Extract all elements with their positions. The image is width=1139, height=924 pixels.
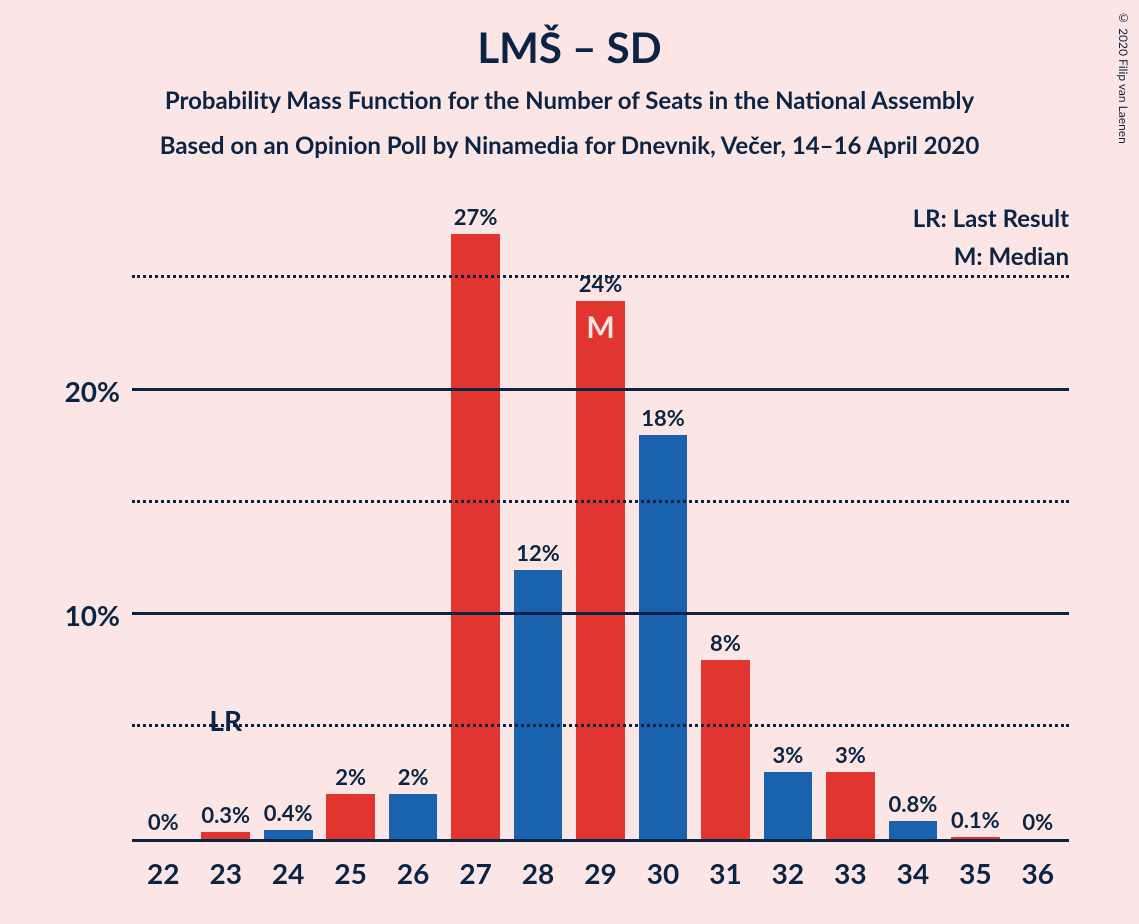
bar-value-label: 0%	[148, 808, 179, 835]
gridline-minor	[132, 275, 1069, 278]
bars-group: 0%LR0.3%0.4%2%2%27%12%24%M18%8%3%3%0.8%0…	[132, 200, 1069, 839]
bar-value-label: 24%	[579, 270, 623, 297]
bar-column: 24% M	[569, 200, 631, 839]
bar: 12%	[514, 570, 563, 839]
bar: 0.8%	[889, 821, 938, 839]
bar-value-label: 3%	[773, 741, 804, 768]
last-result-marker: LR	[209, 703, 242, 737]
bar-column: 18%	[632, 200, 694, 839]
x-axis-label: 28	[507, 846, 569, 896]
bar-column: 0.1%	[944, 200, 1006, 839]
x-axis-label: 26	[382, 846, 444, 896]
x-axis-label: 35	[944, 846, 1006, 896]
bar: 24%M	[576, 301, 625, 839]
bar: 0.1%	[951, 837, 1000, 839]
x-axis-label: 29	[569, 846, 631, 896]
bar-column: 0%	[1007, 200, 1069, 839]
bar-value-label: 12%	[516, 539, 560, 566]
x-axis: 222324252627282930313233343536	[132, 846, 1069, 896]
bar: 18%	[639, 435, 688, 839]
x-axis-label: 33	[819, 846, 881, 896]
bar-value-label: 27%	[454, 203, 498, 230]
y-axis-label: 10%	[65, 598, 120, 632]
bar: 3%	[764, 772, 813, 839]
x-axis-label: 24	[257, 846, 319, 896]
bar-column: LR 0.3%	[194, 200, 256, 839]
bar: 2%	[326, 794, 375, 839]
bar-column: 27%	[444, 200, 506, 839]
bar-value-label: 2%	[398, 763, 429, 790]
bar-column: 2%	[382, 200, 444, 839]
bar-column: 0.4%	[257, 200, 319, 839]
median-marker: M	[586, 309, 614, 345]
bar-value-label: 2%	[335, 763, 366, 790]
gridline-minor	[132, 500, 1069, 503]
chart-title: LMŠ – SD	[0, 0, 1139, 72]
x-axis-label: 22	[132, 846, 194, 896]
gridline-major: 20%	[132, 388, 1069, 391]
bar: 2%	[389, 794, 438, 839]
bar: 3%	[826, 772, 875, 839]
bar-column: 3%	[757, 200, 819, 839]
bar-value-label: 18%	[641, 404, 685, 431]
x-axis-label: 25	[319, 846, 381, 896]
bar-column: 0%	[132, 200, 194, 839]
bar-value-label: 0.8%	[888, 790, 937, 817]
x-axis-label: 34	[882, 846, 944, 896]
bar: 0.4%	[264, 830, 313, 839]
x-axis-label: 36	[1007, 846, 1069, 896]
copyright-text: © 2020 Filip van Laenen	[1116, 10, 1131, 144]
bar-column: 2%	[319, 200, 381, 839]
bar-value-label: 8%	[710, 629, 741, 656]
bar-value-label: 3%	[835, 741, 866, 768]
x-axis-label: 23	[194, 846, 256, 896]
x-axis-label: 32	[757, 846, 819, 896]
bar-column: 8%	[694, 200, 756, 839]
bar-column: 3%	[819, 200, 881, 839]
bar-value-label: 0.4%	[264, 799, 313, 826]
bar-value-label: 0%	[1022, 808, 1053, 835]
plot-area: 0%LR0.3%0.4%2%2%27%12%24%M18%8%3%3%0.8%0…	[132, 200, 1069, 842]
bar: 8%	[701, 660, 750, 839]
bar-column: 0.8%	[882, 200, 944, 839]
bar-value-label: 0.1%	[951, 806, 1000, 833]
x-axis-label: 30	[632, 846, 694, 896]
chart-subtitle-1: Probability Mass Function for the Number…	[0, 86, 1139, 115]
bar-column: 12%	[507, 200, 569, 839]
gridline-major: 10%	[132, 612, 1069, 615]
chart-container: LR: Last Result M: Median 0%LR0.3%0.4%2%…	[60, 200, 1079, 896]
chart-subtitle-2: Based on an Opinion Poll by Ninamedia fo…	[0, 131, 1139, 160]
gridline-minor	[132, 724, 1069, 727]
bar: 0.3%	[201, 832, 250, 839]
bar: 27%	[451, 234, 500, 839]
x-axis-label: 31	[694, 846, 756, 896]
x-axis-label: 27	[444, 846, 506, 896]
bar-value-label: 0.3%	[201, 801, 250, 828]
y-axis-label: 20%	[65, 374, 120, 408]
